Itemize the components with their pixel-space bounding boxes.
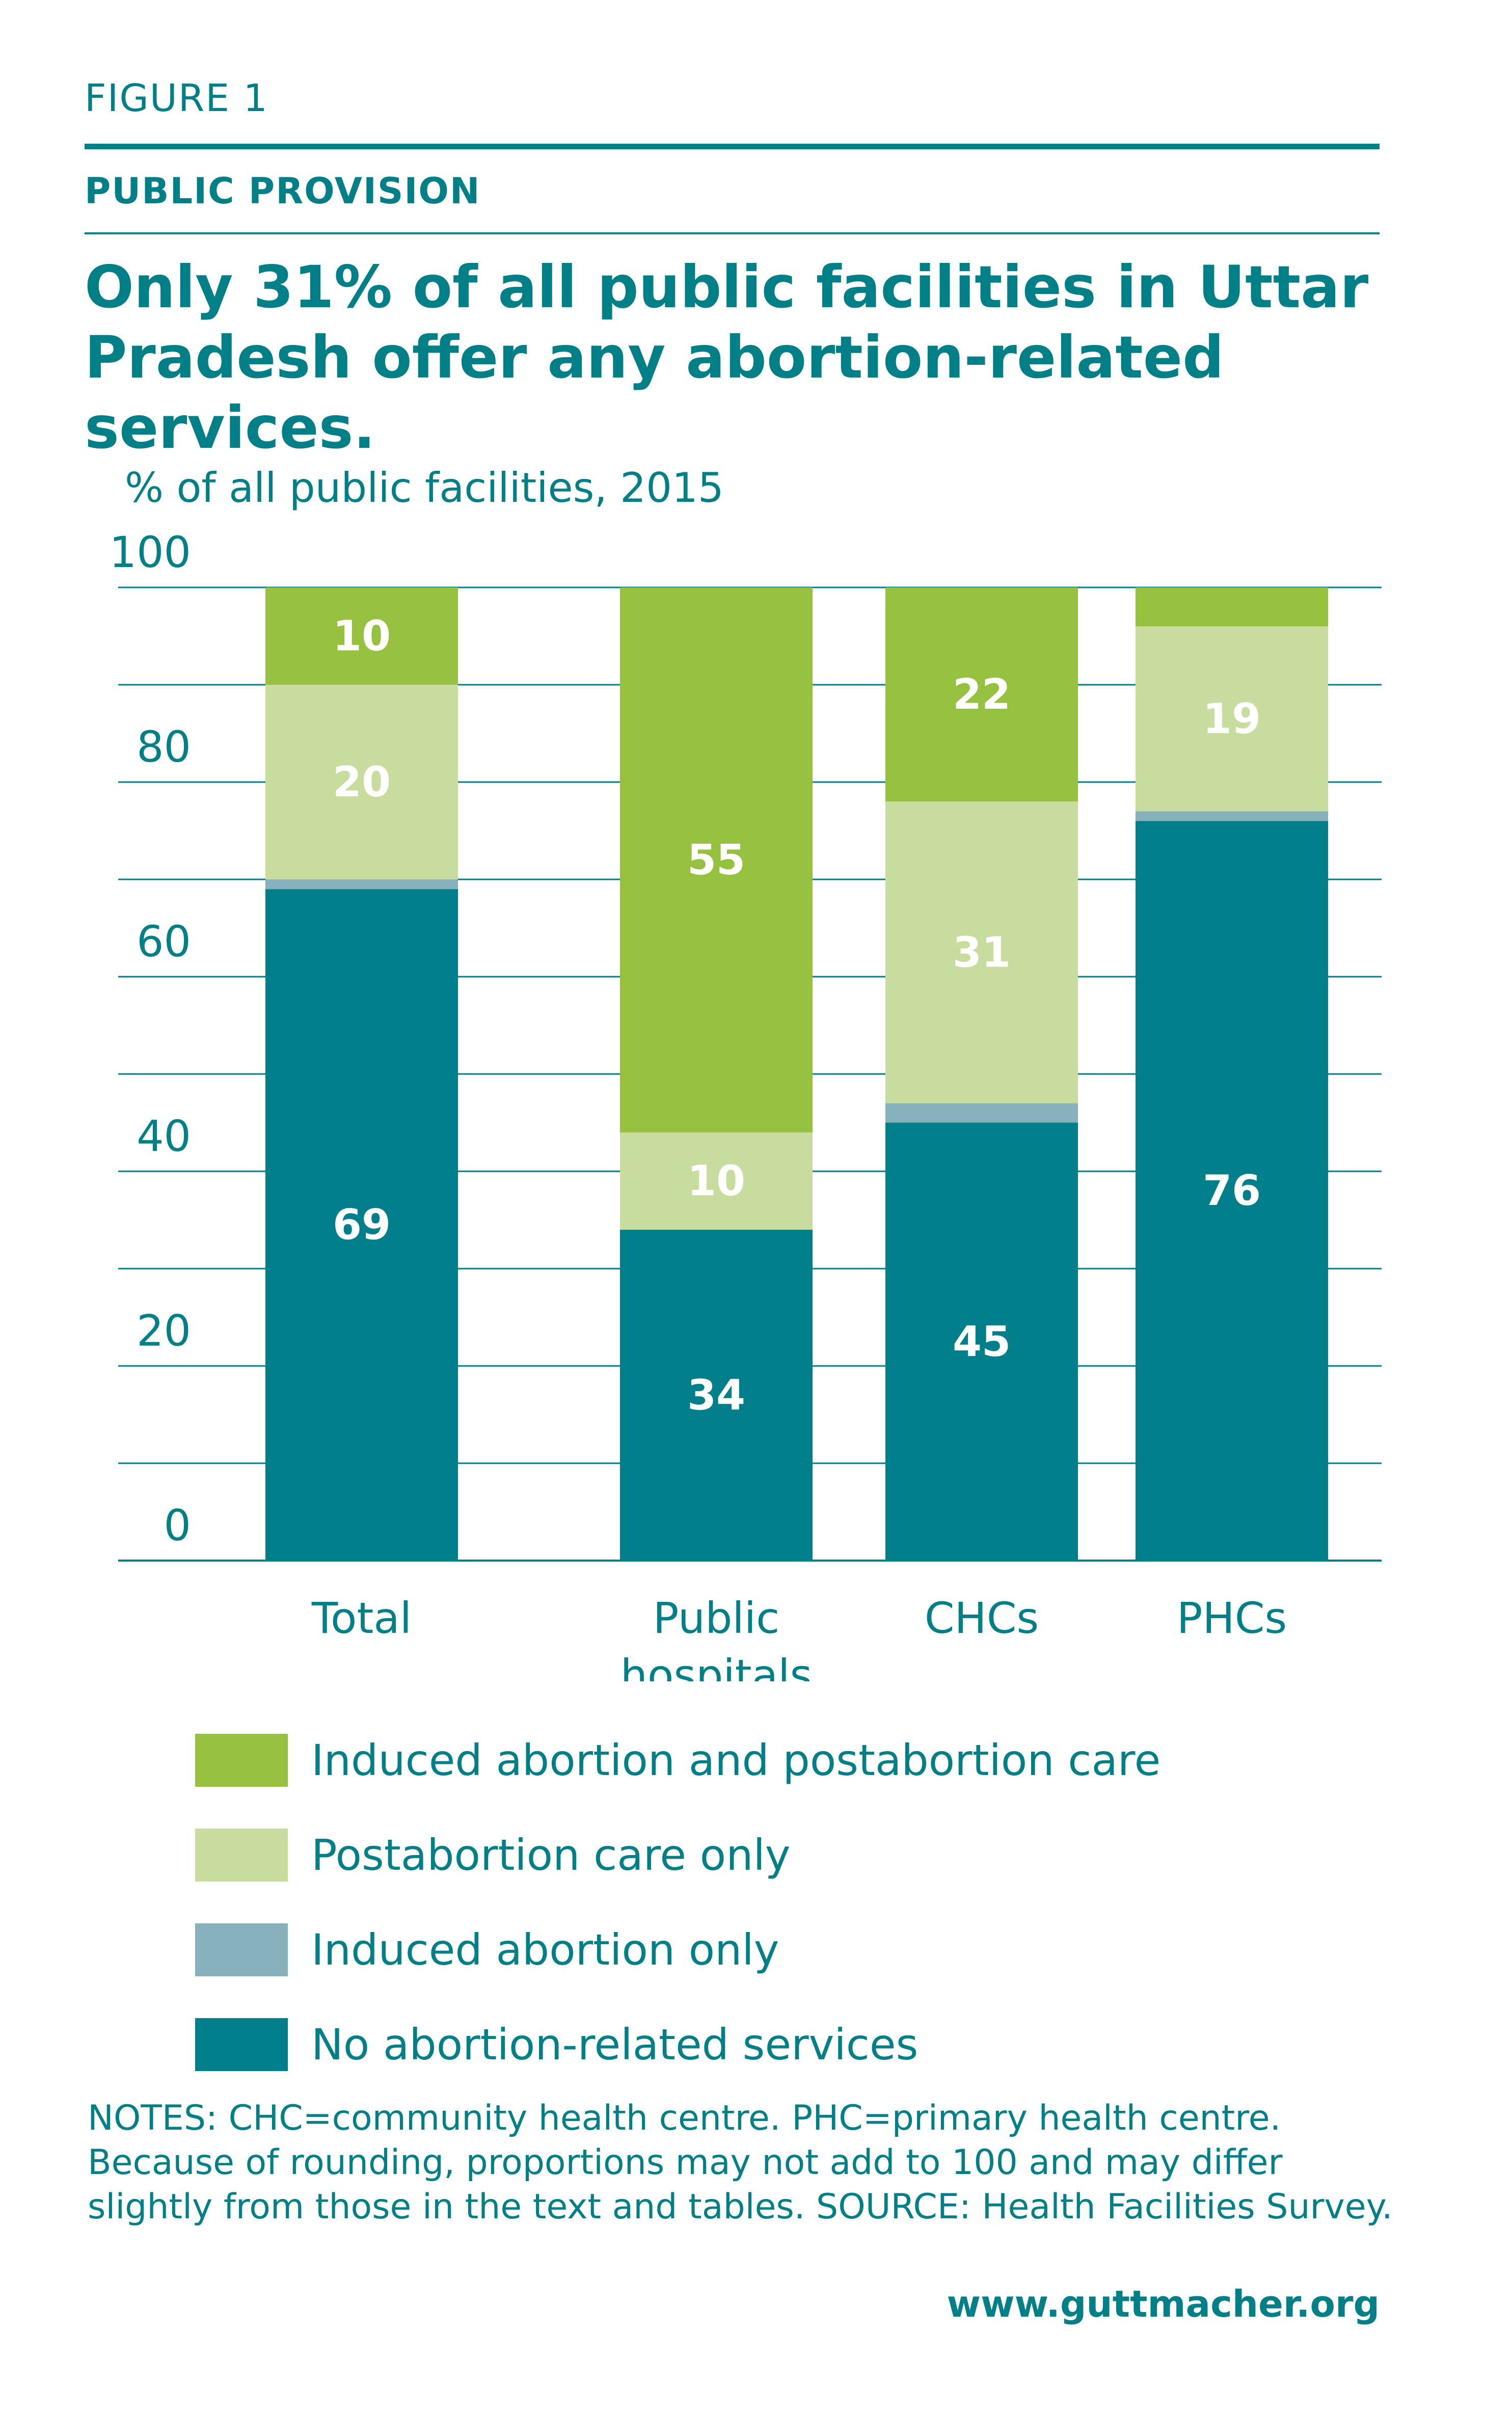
data-label: 55	[687, 836, 745, 884]
legend-item: Induced abortion only	[195, 1902, 1160, 1997]
bar-segment	[620, 1229, 813, 1561]
x-axis-categories: Total Public hospitals CHCs PHCs	[311, 1593, 1287, 1681]
bars: 69 20 10 34 10 55 45 31 22 76 19	[265, 587, 1328, 1561]
legend-item: Postabortion care only	[195, 1808, 1160, 1902]
data-label: 34	[687, 1371, 745, 1419]
legend-item: No abortion-related services	[195, 1997, 1160, 2092]
bar-segment	[885, 1103, 1078, 1123]
y-tick-label: 20	[137, 1306, 191, 1356]
bar-segment	[885, 587, 1078, 802]
bar-segment	[265, 685, 458, 879]
y-tick-label: 100	[110, 527, 191, 577]
section-rule	[85, 232, 1380, 234]
legend-swatch	[195, 1734, 288, 1787]
data-label: 10	[687, 1157, 745, 1205]
data-label: 76	[1203, 1167, 1261, 1215]
y-tick-label: 40	[137, 1111, 191, 1161]
bar-segment	[885, 801, 1078, 1104]
legend-label: Induced abortion and postabortion care	[311, 1735, 1161, 1785]
bar-segment	[620, 1132, 813, 1230]
bar-segment	[1136, 811, 1328, 821]
bar-segment	[1136, 587, 1328, 627]
legend-swatch	[195, 1829, 288, 1882]
x-category-label: PHCs	[1177, 1593, 1287, 1643]
data-label: 19	[1203, 695, 1261, 743]
bar-segment	[265, 587, 458, 685]
website-link[interactable]: www.guttmacher.org	[947, 2283, 1380, 2325]
y-tick-label: 80	[137, 722, 191, 772]
legend: Induced abortion and postabortion care Po…	[195, 1713, 1160, 2092]
bar-segment	[265, 889, 458, 1561]
bar-segment	[1136, 821, 1328, 1561]
x-category-label: Public hospitals	[620, 1593, 813, 1681]
header-rule	[85, 144, 1380, 149]
bar-segment	[1136, 626, 1328, 812]
x-category-label: Total	[311, 1593, 412, 1643]
bar-segment	[265, 879, 458, 890]
data-label: 45	[953, 1318, 1011, 1366]
legend-label: Postabortion care only	[311, 1830, 791, 1880]
data-label: 22	[953, 670, 1011, 719]
data-label: 10	[333, 612, 391, 661]
legend-label: No abortion-related services	[311, 2020, 919, 2070]
data-label: 20	[333, 758, 391, 807]
legend-swatch	[195, 1923, 288, 1976]
bar-segment	[620, 587, 813, 1133]
legend-swatch	[195, 2018, 288, 2071]
bar-segment	[885, 1122, 1078, 1561]
x-category-label: CHCs	[925, 1593, 1039, 1643]
figure-label: FIGURE 1	[85, 76, 268, 120]
y-axis-label: % of all public facilities, 2015	[125, 464, 724, 512]
notes-text: NOTES: CHC=community health centre. PHC=…	[88, 2098, 1393, 2227]
stacked-bar-chart: 0 20 40 60 80 100 69 20 10 34 10 55 45 31 22 76 19 Tota…	[110, 464, 1382, 1681]
legend-label: Induced abortion only	[311, 1925, 779, 1975]
section-label: PUBLIC PROVISION	[85, 170, 481, 212]
y-axis-ticks: 0 20 40 60 80 100	[110, 527, 191, 1550]
y-tick-label: 60	[137, 917, 191, 967]
chart-headline: Only 31% of all public facilities in Utt…	[85, 253, 1369, 462]
data-label: 31	[953, 928, 1011, 977]
legend-item: Induced abortion and postabortion care	[195, 1713, 1160, 1808]
y-tick-label: 0	[164, 1500, 191, 1550]
data-label: 69	[333, 1201, 391, 1249]
